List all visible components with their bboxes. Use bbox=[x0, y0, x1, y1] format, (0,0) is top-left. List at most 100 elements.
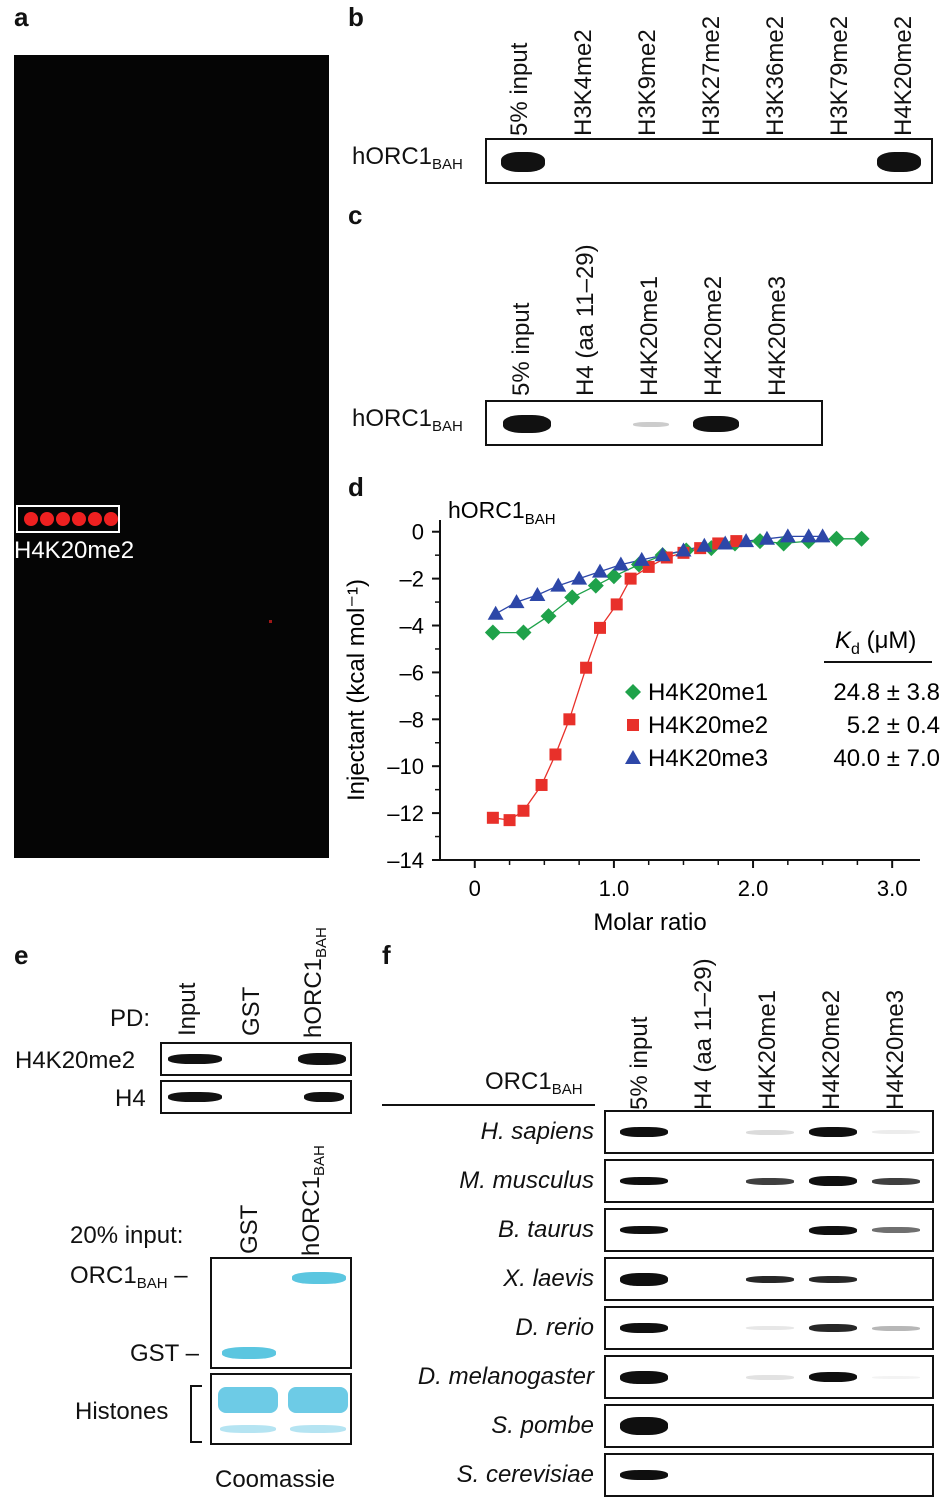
species-blot bbox=[604, 1110, 934, 1154]
data-point-triangle bbox=[758, 530, 775, 545]
panel-b-lane-label: H3K36me2 bbox=[762, 15, 789, 136]
panel-e-pd-lane-label: GST bbox=[238, 986, 265, 1036]
y-tick-label: 0 bbox=[412, 520, 424, 545]
panel-b-lane-label: H3K27me2 bbox=[698, 15, 725, 136]
y-tick-label: –6 bbox=[400, 660, 424, 685]
data-point-square bbox=[503, 814, 516, 827]
blot-band bbox=[809, 1225, 857, 1235]
itc-chart: 0 –2 –4 –6 –8 –10 –12 –14 0 1.0 2.0 3.0 Molar ratio I… bbox=[343, 497, 940, 936]
y-tick-label: –4 bbox=[400, 614, 424, 639]
coomassie-label: Coomassie bbox=[215, 1466, 336, 1493]
panel-b-lane-label: H4K20me2 bbox=[890, 15, 917, 136]
species-label: M. musculus bbox=[459, 1167, 594, 1194]
species-blot bbox=[604, 1404, 934, 1448]
blot-band bbox=[693, 416, 739, 432]
species-label: B. taurus bbox=[497, 1216, 594, 1243]
noise-dot bbox=[269, 620, 272, 623]
blot-band bbox=[809, 1275, 857, 1283]
blot-band bbox=[746, 1326, 794, 1330]
kd-header: Kd (μM) bbox=[835, 627, 916, 658]
blot-band bbox=[620, 1470, 668, 1480]
panel-c-lane-label: H4 (aa 11–29) bbox=[572, 244, 599, 396]
data-point-triangle bbox=[738, 533, 755, 548]
panel-c-row-label: hORC1BAH bbox=[352, 405, 463, 435]
data-point-square bbox=[624, 572, 637, 585]
histone-band bbox=[288, 1387, 348, 1413]
data-point-square bbox=[730, 535, 743, 548]
chart-title: hORC1BAH bbox=[448, 497, 556, 528]
panel-f-lane-label: H4 (aa 11–29) bbox=[690, 958, 717, 1110]
histones-label: Histones bbox=[75, 1398, 169, 1425]
x-tick-label: 1.0 bbox=[599, 876, 630, 901]
species-label: D. rerio bbox=[515, 1314, 594, 1341]
panel-f-lane-label: H4K20me3 bbox=[882, 989, 909, 1110]
kd-value: 24.8 ± 3.8 bbox=[833, 679, 940, 706]
blot-band bbox=[872, 1375, 920, 1379]
pd-label: PD: bbox=[110, 1005, 151, 1032]
panel-e-blot-top bbox=[160, 1042, 352, 1076]
blot-band bbox=[809, 1372, 857, 1382]
x-tick-label: 2.0 bbox=[738, 876, 769, 901]
species-blot bbox=[604, 1453, 934, 1497]
blot-band bbox=[620, 1127, 668, 1137]
data-point-triangle bbox=[487, 605, 504, 620]
panel-c-lane-label: H4K20me2 bbox=[700, 275, 727, 396]
blot-band bbox=[620, 1370, 668, 1384]
red-spot bbox=[104, 512, 118, 526]
panel-b-lane-label: H3K79me2 bbox=[826, 15, 853, 136]
panel-b-lane-label: H3K9me2 bbox=[634, 29, 661, 136]
y-tick-label: –2 bbox=[400, 567, 424, 592]
panel-e-input-lane-label: hORC1BAH bbox=[298, 1145, 328, 1256]
panel-b-letter: b bbox=[348, 2, 364, 32]
data-point-diamond bbox=[828, 530, 845, 547]
data-point-square bbox=[486, 811, 499, 824]
panel-b-row-label: hORC1BAH bbox=[352, 143, 463, 173]
data-point-square bbox=[535, 778, 548, 791]
data-point-triangle bbox=[571, 570, 588, 585]
panel-f-header-rule bbox=[382, 1104, 595, 1106]
input-label: 20% input: bbox=[70, 1222, 184, 1249]
panel-c-lane-label: H4K20me1 bbox=[636, 275, 663, 396]
y-tick-label: –8 bbox=[400, 707, 424, 732]
panel-a-letter: a bbox=[14, 2, 29, 32]
data-point-triangle bbox=[633, 551, 650, 566]
panel-b-blot bbox=[485, 138, 933, 184]
data-point-triangle bbox=[696, 537, 713, 552]
blot-band bbox=[809, 1176, 857, 1186]
x-tick-label: 3.0 bbox=[877, 876, 908, 901]
data-point-square bbox=[563, 713, 576, 726]
blot-band bbox=[501, 152, 545, 172]
panel-c-lane-label: 5% input bbox=[508, 302, 535, 396]
blot-band bbox=[304, 1092, 344, 1102]
panel-e-letter: e bbox=[14, 940, 29, 970]
x-axis-label: Molar ratio bbox=[593, 909, 706, 936]
data-point-square bbox=[517, 804, 530, 817]
kd-value: 40.0 ± 7.0 bbox=[833, 745, 940, 772]
species-blot bbox=[604, 1159, 934, 1203]
blot-band bbox=[746, 1275, 794, 1283]
data-point-square bbox=[594, 621, 606, 634]
y-tick-label: –10 bbox=[387, 754, 424, 779]
species-blot bbox=[604, 1306, 934, 1350]
data-point-square bbox=[549, 748, 562, 761]
panel-e-blot-bottom bbox=[160, 1080, 352, 1114]
data-point-triangle bbox=[550, 577, 567, 592]
red-spot bbox=[24, 512, 38, 526]
species-label: S. pombe bbox=[491, 1412, 594, 1439]
blot-band bbox=[620, 1323, 668, 1333]
histone-band bbox=[220, 1425, 276, 1433]
blot-band bbox=[872, 1177, 920, 1185]
histone-band bbox=[290, 1425, 346, 1433]
x-tick-label: 0 bbox=[469, 876, 481, 901]
spot-row bbox=[24, 512, 118, 526]
species-blot bbox=[604, 1257, 934, 1301]
blot-band bbox=[620, 1417, 668, 1435]
legend-marker bbox=[625, 750, 641, 764]
red-spot bbox=[88, 512, 102, 526]
y-tick-label: –14 bbox=[387, 848, 424, 873]
panel-a-array-image: H4K20me2 bbox=[14, 55, 329, 858]
species-label: X. laevis bbox=[503, 1265, 594, 1292]
blot-band bbox=[872, 1130, 920, 1134]
panel-c-lane-label: H4K20me3 bbox=[764, 275, 791, 396]
blot-band bbox=[877, 152, 921, 172]
